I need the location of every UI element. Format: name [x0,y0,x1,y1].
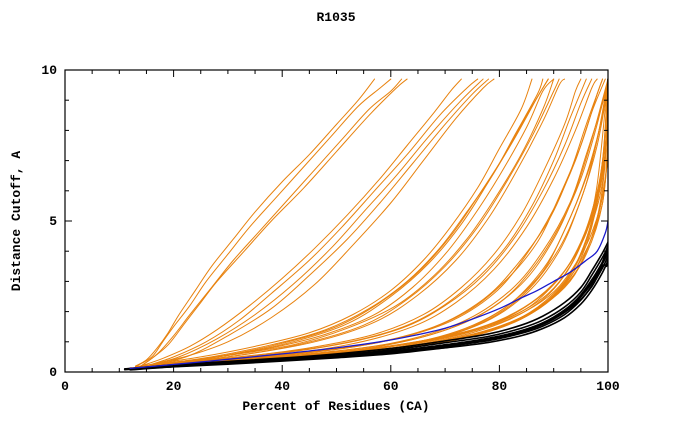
data-curve-orange [140,78,533,367]
y-tick-label: 5 [49,214,57,229]
tick-group [64,69,609,373]
curve-group [123,78,608,371]
data-curve-orange [145,78,479,367]
x-tick-label: 0 [61,379,69,394]
data-curve-orange [151,78,606,367]
x-tick-label: 60 [383,379,399,394]
data-curve-orange [140,78,608,368]
data-curve-orange [140,78,462,367]
data-curve-orange [145,78,587,367]
data-curve-orange [151,78,598,367]
chart-title: R1035 [316,10,355,25]
data-curve-orange [135,78,555,368]
y-tick-label: 10 [41,63,57,78]
x-tick-label: 80 [492,379,508,394]
data-curve-orange [156,78,608,367]
data-curve-blue [129,220,608,370]
data-curve-orange [145,78,593,367]
data-curve-orange [145,78,549,367]
x-axis-label: Percent of Residues (CA) [242,399,429,414]
data-curve-orange [140,78,555,367]
data-curve-orange [145,78,544,367]
data-curve-orange [145,78,484,367]
data-curve-orange [135,135,608,368]
data-curve-orange [140,78,403,367]
data-curve-orange [135,78,392,368]
data-curve-orange [151,78,490,367]
data-curve-orange [140,78,408,367]
y-tick-label: 0 [49,365,57,380]
data-curve-orange [135,141,608,369]
data-curve-orange [156,78,608,367]
data-curve-orange [135,78,376,367]
x-tick-label: 100 [596,379,620,394]
tick-label-group: 0 20 40 60 80 100 0 5 10 [41,63,620,394]
x-tick-label: 20 [166,379,182,394]
data-curve-orange [151,78,566,366]
data-curve-orange [162,78,608,366]
data-curve-orange [151,78,549,367]
data-curve-orange [140,78,495,368]
data-curve-orange [145,78,604,367]
data-curve-black [123,241,608,370]
x-tick-label: 40 [274,379,290,394]
y-axis-label: Distance Cutoff, A [9,151,24,292]
